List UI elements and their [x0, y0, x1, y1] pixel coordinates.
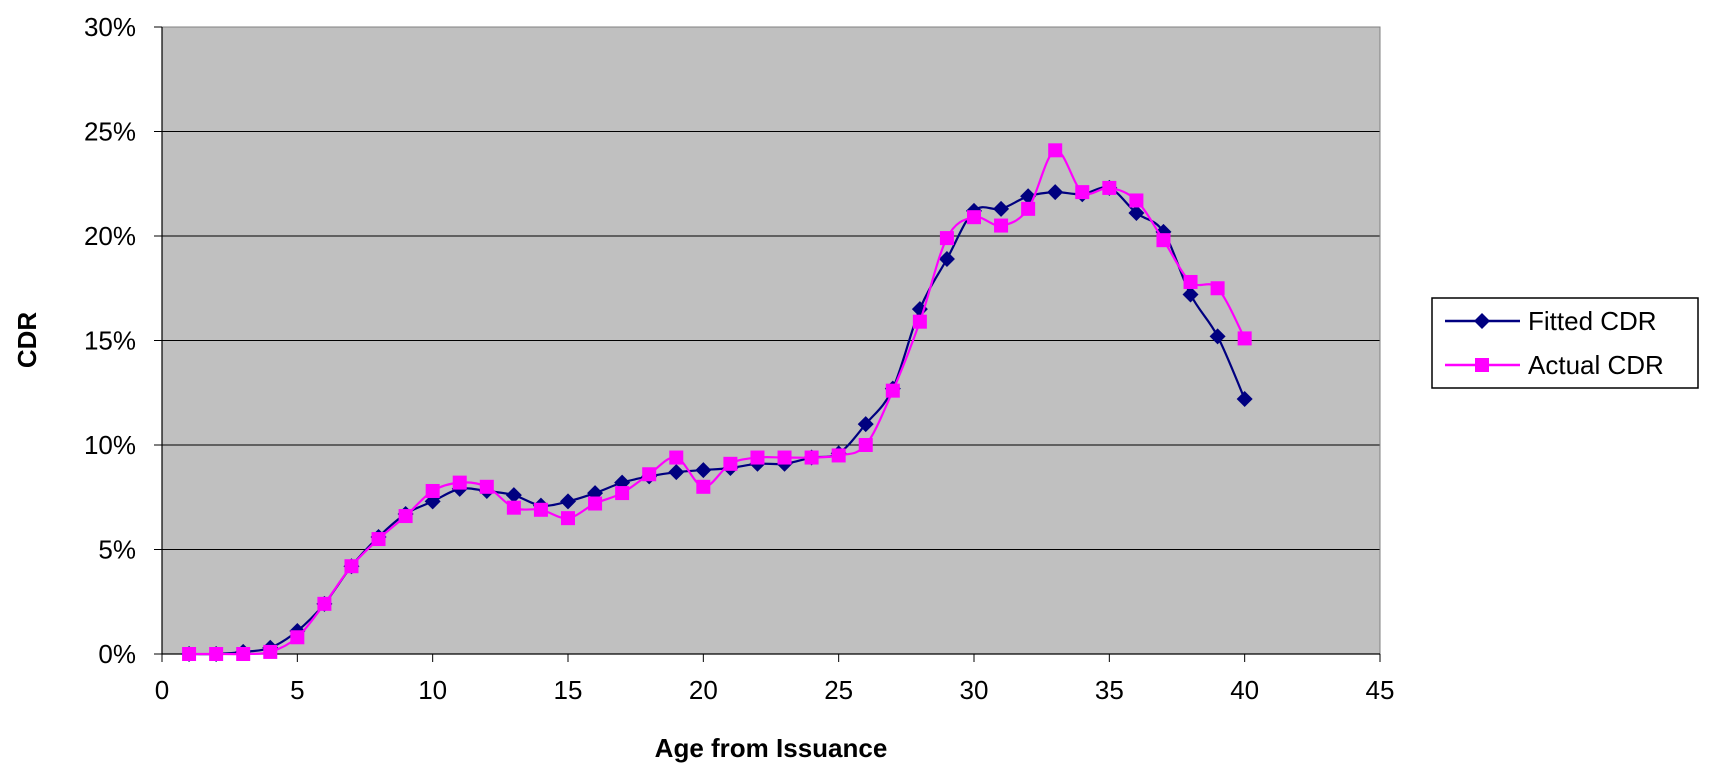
- series-layer: [181, 143, 1253, 662]
- data-point-actual: [1237, 331, 1252, 346]
- data-point-actual: [831, 448, 846, 463]
- data-point-fitted: [560, 493, 576, 510]
- x-tick-label: 30: [960, 675, 989, 705]
- y-tick-label: 20%: [84, 221, 136, 251]
- data-point-actual: [561, 511, 575, 526]
- x-tick-label: 35: [1095, 675, 1124, 705]
- data-point-actual: [669, 450, 684, 465]
- data-point-actual: [642, 467, 657, 482]
- y-tick-label: 15%: [84, 326, 136, 356]
- x-tick-label: 20: [689, 675, 718, 705]
- y-tick-label: 25%: [84, 117, 136, 147]
- data-point-fitted: [505, 487, 522, 504]
- data-point-actual: [777, 450, 792, 465]
- y-tick-label: 0%: [98, 639, 136, 669]
- data-point-actual: [452, 475, 467, 490]
- data-point-actual: [912, 314, 927, 329]
- x-tick-label: 40: [1230, 675, 1259, 705]
- data-point-actual: [1075, 185, 1090, 200]
- data-point-actual: [1048, 143, 1063, 158]
- x-axis-ticks: 0 5 10 15 20 25 30 35 40 45: [155, 654, 1395, 705]
- data-point-actual: [236, 647, 251, 661]
- data-point-actual: [1102, 180, 1117, 195]
- data-point-actual: [723, 456, 738, 471]
- data-point-actual: [967, 210, 981, 225]
- x-tick-label: 15: [554, 675, 583, 705]
- legend-label-fitted: Fitted CDR: [1528, 306, 1657, 336]
- y-axis-title: CDR: [12, 312, 42, 369]
- data-point-fitted: [993, 200, 1010, 217]
- data-point-actual: [804, 450, 819, 465]
- y-tick-label: 30%: [84, 12, 136, 42]
- data-point-fitted: [1047, 184, 1064, 201]
- data-point-fitted: [1182, 286, 1199, 303]
- data-point-fitted: [1209, 328, 1226, 345]
- x-axis-title: Age from Issuance: [655, 733, 888, 763]
- data-point-actual: [858, 438, 873, 452]
- data-point-fitted: [857, 416, 874, 433]
- data-point-actual: [506, 500, 521, 515]
- data-point-actual: [344, 559, 359, 574]
- x-tick-label: 0: [155, 675, 169, 705]
- data-point-actual: [263, 644, 278, 659]
- data-point-actual: [750, 450, 765, 465]
- data-point-actual: [425, 483, 440, 498]
- data-point-fitted: [1128, 205, 1145, 222]
- data-point-fitted: [938, 250, 955, 267]
- data-point-actual: [479, 479, 494, 494]
- x-tick-label: 25: [824, 675, 853, 705]
- data-point-actual: [398, 509, 413, 524]
- data-point-actual: [939, 231, 954, 246]
- data-point-actual: [1183, 274, 1198, 289]
- data-point-actual: [615, 486, 630, 501]
- legend-marker-actual: [1475, 358, 1489, 372]
- data-point-actual: [290, 630, 305, 645]
- data-point-actual: [1210, 281, 1225, 296]
- y-axis-ticks: 0% 5% 10% 15% 20% 25% 30%: [84, 12, 162, 669]
- data-point-actual: [696, 479, 711, 494]
- legend-box: [1431, 297, 1699, 389]
- data-point-fitted: [1236, 391, 1253, 408]
- data-point-actual: [885, 383, 900, 398]
- y-tick-label: 10%: [84, 430, 136, 460]
- x-tick-label: 5: [290, 675, 304, 705]
- data-point-actual: [533, 502, 548, 517]
- x-tick-label: 45: [1366, 675, 1395, 705]
- x-tick-label: 10: [418, 675, 447, 705]
- legend-label-actual: Actual CDR: [1528, 350, 1664, 380]
- data-point-actual: [317, 596, 332, 611]
- data-point-actual: [371, 532, 386, 547]
- legend-marker-fitted: [1474, 313, 1490, 329]
- data-point-fitted: [911, 301, 928, 318]
- data-point-actual: [994, 218, 1009, 233]
- legend: Fitted CDR Actual CDR: [1431, 297, 1699, 389]
- y-tick-label: 5%: [98, 535, 136, 565]
- data-point-actual: [1156, 233, 1171, 248]
- data-point-fitted: [668, 464, 685, 481]
- data-point-actual: [209, 647, 224, 661]
- data-point-actual: [1021, 201, 1036, 216]
- data-point-actual: [588, 496, 603, 511]
- data-point-fitted: [695, 462, 712, 479]
- data-point-actual: [182, 647, 197, 661]
- data-point-actual: [1129, 193, 1144, 208]
